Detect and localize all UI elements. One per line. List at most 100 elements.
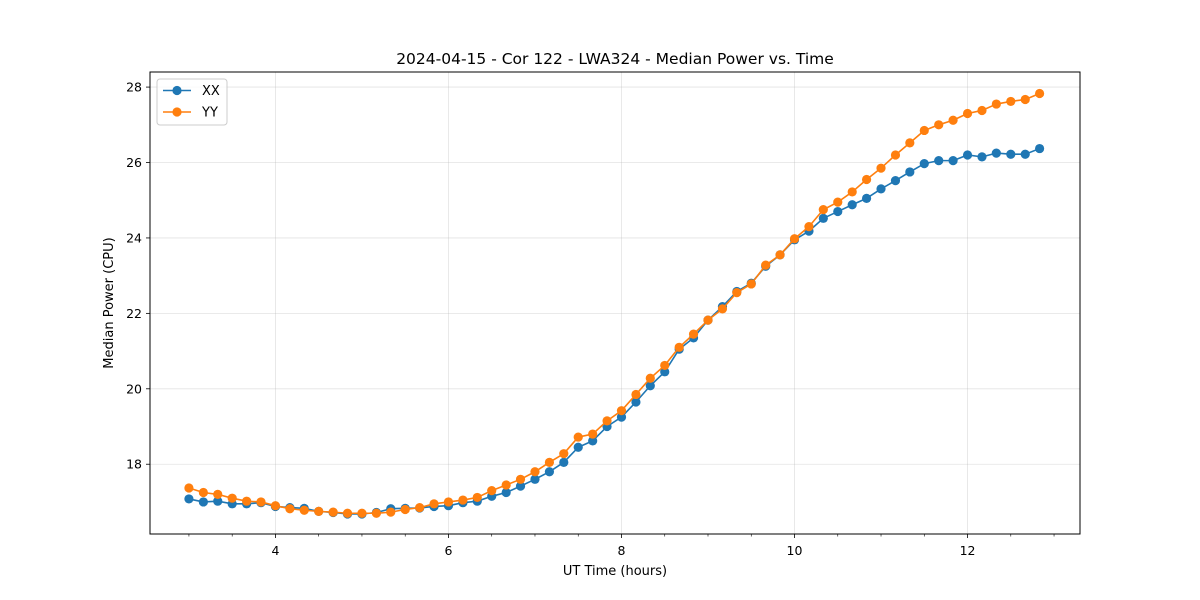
data-point-yy bbox=[861, 174, 872, 185]
data-point-yy bbox=[833, 197, 843, 207]
data-point-yy bbox=[991, 99, 1001, 109]
data-point-xx bbox=[1006, 149, 1016, 159]
data-point-xx bbox=[616, 412, 627, 422]
data-point-xx bbox=[905, 167, 915, 177]
data-point-xx bbox=[1020, 149, 1030, 159]
data-point-yy bbox=[847, 187, 857, 197]
data-point-xx bbox=[198, 497, 208, 507]
x-axis-label: UT Time (hours) bbox=[563, 564, 667, 579]
data-point-yy bbox=[674, 342, 684, 352]
data-point-yy bbox=[645, 373, 655, 383]
data-point-xx bbox=[833, 206, 843, 217]
data-point-yy bbox=[876, 163, 886, 173]
data-point-yy bbox=[616, 406, 627, 416]
data-point-xx bbox=[847, 200, 857, 210]
y-tick-label: 18 bbox=[126, 457, 142, 472]
data-point-yy bbox=[934, 120, 944, 130]
data-point-yy bbox=[242, 496, 252, 506]
data-point-xx bbox=[1035, 143, 1045, 154]
data-point-yy bbox=[775, 250, 785, 260]
legend-label-yy: YY bbox=[201, 106, 218, 121]
data-point-yy bbox=[746, 279, 756, 289]
data-point-yy bbox=[184, 483, 194, 493]
data-point-yy bbox=[515, 474, 526, 484]
y-tick-label: 28 bbox=[126, 80, 142, 95]
y-tick-label: 20 bbox=[126, 381, 142, 396]
legend-item-xx: XX bbox=[163, 84, 220, 99]
data-point-yy bbox=[919, 125, 929, 136]
data-point-yy bbox=[371, 508, 381, 518]
x-tick-label: 12 bbox=[960, 543, 976, 558]
series-layer bbox=[184, 88, 1045, 519]
data-point-xx bbox=[948, 156, 958, 166]
legend-marker-xx bbox=[172, 85, 182, 96]
data-point-yy bbox=[804, 222, 814, 232]
data-point-xx bbox=[991, 148, 1001, 158]
data-point-xx bbox=[501, 487, 511, 498]
data-point-yy bbox=[1035, 88, 1045, 99]
data-point-yy bbox=[789, 234, 800, 244]
data-point-yy bbox=[472, 492, 482, 503]
data-point-yy bbox=[948, 115, 958, 125]
data-point-yy bbox=[703, 315, 713, 325]
data-point-yy bbox=[328, 507, 338, 517]
data-point-yy bbox=[544, 457, 555, 467]
plot-area bbox=[149, 71, 1081, 535]
data-point-xx bbox=[573, 442, 583, 452]
data-point-yy bbox=[487, 486, 497, 496]
data-point-yy bbox=[386, 507, 396, 517]
data-point-yy bbox=[342, 508, 353, 518]
y-tick-label: 22 bbox=[126, 306, 142, 321]
data-point-yy bbox=[256, 497, 266, 507]
x-tick-label: 10 bbox=[787, 543, 803, 558]
data-point-xx bbox=[530, 474, 540, 484]
data-point-xx bbox=[876, 184, 886, 194]
data-point-yy bbox=[299, 505, 309, 515]
data-point-yy bbox=[458, 495, 468, 505]
data-point-yy bbox=[1006, 96, 1016, 107]
data-point-yy bbox=[400, 504, 410, 515]
legend-item-yy: YY bbox=[163, 106, 218, 121]
data-point-yy bbox=[501, 480, 511, 490]
x-tick-label: 4 bbox=[271, 543, 279, 558]
grid bbox=[150, 72, 1080, 534]
x-tick-label: 8 bbox=[618, 543, 626, 558]
y-tick-label: 26 bbox=[126, 155, 142, 170]
data-point-yy bbox=[559, 449, 569, 459]
data-point-yy bbox=[732, 288, 742, 298]
data-point-yy bbox=[314, 506, 324, 516]
y-tick-label: 24 bbox=[126, 230, 142, 245]
data-point-xx bbox=[660, 367, 670, 377]
data-point-yy bbox=[530, 467, 540, 477]
data-point-yy bbox=[1020, 94, 1030, 105]
data-point-yy bbox=[415, 503, 425, 513]
data-point-xx bbox=[934, 156, 944, 166]
data-point-yy bbox=[429, 499, 439, 509]
legend: XX YY bbox=[156, 78, 228, 126]
y-axis-label: Median Power (CPU) bbox=[102, 237, 117, 368]
x-tick-label: 6 bbox=[444, 543, 452, 558]
data-point-yy bbox=[213, 489, 223, 499]
data-point-xx bbox=[861, 193, 872, 203]
data-point-xx bbox=[184, 494, 194, 504]
data-point-yy bbox=[818, 205, 828, 215]
data-point-yy bbox=[198, 487, 208, 498]
data-point-yy bbox=[631, 389, 641, 400]
data-point-yy bbox=[717, 304, 728, 314]
series-line-yy bbox=[188, 92, 1040, 515]
data-point-xx bbox=[962, 150, 973, 160]
data-point-xx bbox=[919, 159, 929, 169]
data-point-yy bbox=[573, 432, 583, 442]
legend-label-xx: XX bbox=[202, 84, 220, 99]
data-point-yy bbox=[660, 360, 670, 371]
data-point-yy bbox=[688, 329, 699, 339]
data-point-yy bbox=[285, 504, 295, 514]
data-point-yy bbox=[357, 508, 367, 518]
data-point-yy bbox=[962, 108, 973, 119]
data-point-xx bbox=[977, 152, 987, 162]
data-point-yy bbox=[890, 150, 901, 160]
data-point-xx bbox=[818, 213, 828, 223]
data-point-xx bbox=[645, 381, 655, 391]
data-point-yy bbox=[443, 497, 454, 507]
series-line-xx bbox=[188, 147, 1040, 515]
